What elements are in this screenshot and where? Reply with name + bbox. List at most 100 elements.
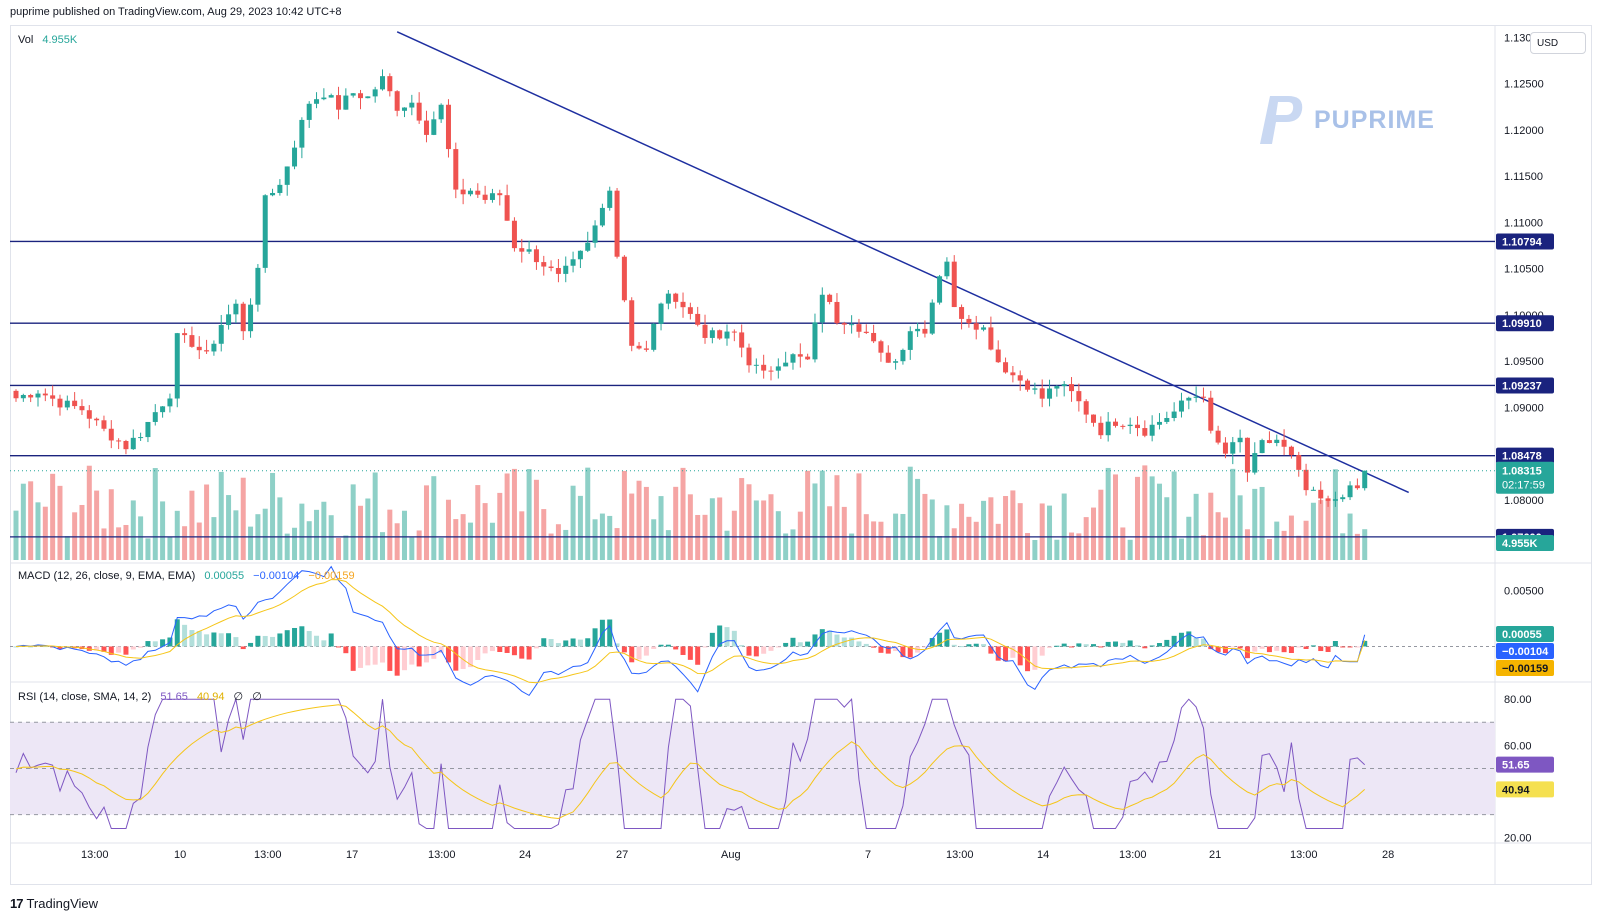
candle-body xyxy=(863,331,869,333)
macd-histogram-bar xyxy=(1362,640,1368,647)
macd-histogram-bar xyxy=(445,646,451,663)
volume-bar xyxy=(1259,486,1265,560)
candle-body xyxy=(1354,485,1360,489)
candle-body xyxy=(226,314,232,326)
candle-body xyxy=(1252,453,1258,473)
level-label: 1.09237 xyxy=(1502,380,1542,392)
macd-histogram-bar xyxy=(724,627,730,647)
candle-body xyxy=(1296,455,1302,470)
level-label-box xyxy=(1496,233,1554,250)
time-tick-label: 7 xyxy=(865,849,871,861)
candle-body xyxy=(988,327,994,350)
macd-histogram-bar xyxy=(138,646,144,648)
rsi-sma-line xyxy=(15,704,1366,820)
candle-body xyxy=(922,328,928,334)
volume-bar xyxy=(768,494,774,560)
volume-bar xyxy=(805,470,811,560)
macd-histogram-bar xyxy=(893,646,899,652)
macd-histogram-bar xyxy=(13,646,19,648)
macd-histogram-bar xyxy=(1186,631,1192,647)
volume-bar xyxy=(1222,517,1228,560)
rsi-tick-label: 20.00 xyxy=(1504,833,1532,845)
macd-histogram-bar xyxy=(1252,646,1258,652)
macd-histogram-bar xyxy=(1318,646,1324,652)
volume-bar xyxy=(196,522,202,560)
volume-bar xyxy=(328,515,334,560)
candle-body xyxy=(160,406,166,413)
macd-histogram-bar xyxy=(526,646,532,660)
macd-histogram-bar xyxy=(497,646,503,652)
macd-histogram-bar xyxy=(504,646,510,653)
time-tick-label: 13:00 xyxy=(1290,849,1318,861)
candle-body xyxy=(1200,396,1206,398)
footer-brand: TradingView xyxy=(26,896,99,911)
volume-bar xyxy=(1186,516,1192,560)
candle-body xyxy=(1274,439,1280,444)
candle-body xyxy=(1332,499,1338,501)
volume-bar xyxy=(1003,496,1009,560)
candle-body xyxy=(123,441,129,450)
candle-body xyxy=(981,327,987,330)
candle-body xyxy=(885,352,891,363)
volume-bar xyxy=(489,522,495,560)
candle-body xyxy=(1237,437,1243,443)
candle-body xyxy=(1010,372,1016,376)
candle-body xyxy=(196,346,202,351)
volume-bar xyxy=(1252,488,1258,560)
macd-histogram-bar xyxy=(636,646,642,660)
volume-bar xyxy=(57,485,63,560)
volume-bar xyxy=(233,510,239,560)
volume-bar xyxy=(929,499,935,560)
volume-bar xyxy=(1244,529,1250,560)
signal-value-label-box xyxy=(1496,643,1554,659)
macd-histogram-bar xyxy=(1288,646,1294,653)
macd-histogram-bar xyxy=(284,630,290,647)
volume-bar xyxy=(973,521,979,560)
volume-bar xyxy=(1164,497,1170,560)
macd-histogram-bar xyxy=(761,646,767,654)
currency-button[interactable]: USD xyxy=(1530,32,1586,54)
candle-body xyxy=(1310,489,1316,491)
chart-frame xyxy=(10,25,1592,885)
rsi-legend-sma: 40.94 xyxy=(196,691,225,703)
macd-histogram-bar xyxy=(746,646,752,656)
rsi-tick-label: 60.00 xyxy=(1504,740,1532,752)
candle-body xyxy=(1039,388,1045,399)
rsi-line xyxy=(15,697,1366,829)
macd-histogram-bar xyxy=(350,646,356,671)
candle-body xyxy=(849,324,855,326)
candle-body xyxy=(761,364,767,371)
macd-histogram-bar xyxy=(717,625,723,647)
candle-body xyxy=(438,104,444,120)
volume-bar xyxy=(86,465,92,560)
candle-body xyxy=(270,192,276,196)
volume-bar xyxy=(248,526,254,560)
candle-body xyxy=(790,354,796,363)
candle-body xyxy=(1054,386,1060,389)
volume-bar xyxy=(174,510,180,560)
volume-bar xyxy=(621,470,627,560)
volume-bar xyxy=(1230,468,1236,560)
macd-histogram-bar xyxy=(460,646,466,669)
volume-bar xyxy=(1266,538,1272,560)
volume-bar xyxy=(783,533,789,560)
candle-body xyxy=(1156,421,1162,425)
price-tick-label: 1.12500 xyxy=(1504,79,1544,91)
macd-histogram-bar xyxy=(1127,640,1133,647)
time-tick-label: 13:00 xyxy=(254,849,282,861)
volume-bar xyxy=(270,472,276,560)
candle-body xyxy=(423,120,429,135)
volume-bar xyxy=(380,532,385,560)
volume-bar xyxy=(438,537,444,560)
candle-body xyxy=(299,119,305,148)
candle-body xyxy=(182,333,188,336)
volume-bar xyxy=(629,493,635,560)
volume-bar xyxy=(1362,529,1368,560)
level-label: 1.09910 xyxy=(1502,318,1542,330)
macd-histogram-bar xyxy=(453,646,459,671)
candle-body xyxy=(1318,489,1324,499)
candle-body xyxy=(709,330,715,338)
candle-body xyxy=(1222,442,1228,454)
candle-body xyxy=(467,190,473,195)
